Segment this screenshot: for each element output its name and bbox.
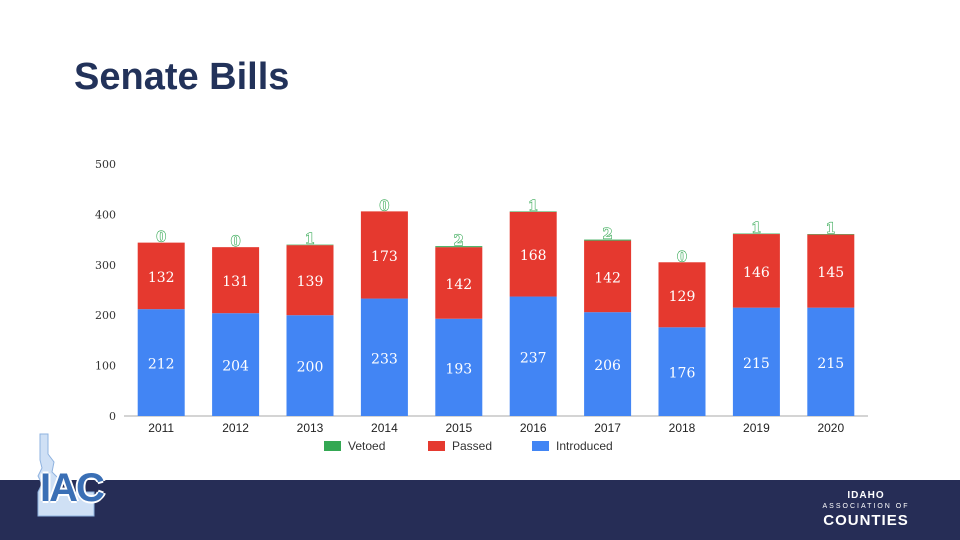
data-label-vetoed: 1 bbox=[305, 232, 315, 248]
data-label-vetoed: 2 bbox=[603, 227, 613, 243]
org-logo-line-2: ASSOCIATION OF bbox=[822, 503, 910, 510]
data-label-introduced: 176 bbox=[669, 366, 696, 382]
x-tick-label: 2013 bbox=[297, 421, 324, 435]
bar-introduced bbox=[212, 313, 260, 416]
bar-passed bbox=[732, 234, 780, 308]
bar-introduced bbox=[807, 307, 855, 416]
idaho-association-of-counties-logo: IDAHO ASSOCIATION OF COUNTIES bbox=[812, 490, 920, 529]
data-label-passed: 142 bbox=[594, 270, 621, 286]
bar-passed bbox=[807, 234, 855, 308]
legend-swatch-introduced bbox=[532, 441, 549, 451]
x-tick-label: 2018 bbox=[669, 421, 696, 435]
bar-passed bbox=[360, 211, 408, 299]
data-label-vetoed: 1 bbox=[752, 221, 762, 237]
iac-logo-text: IAC bbox=[40, 466, 105, 510]
data-label-passed: 129 bbox=[669, 289, 696, 305]
bar-passed bbox=[212, 247, 260, 314]
bar-introduced bbox=[732, 307, 780, 416]
x-tick-label: 2019 bbox=[743, 421, 770, 435]
x-tick-label: 2015 bbox=[445, 421, 472, 435]
org-logo-line-1: IDAHO bbox=[847, 490, 885, 501]
y-tick-label: 0 bbox=[109, 410, 116, 423]
data-label-introduced: 204 bbox=[222, 359, 249, 375]
bar-introduced bbox=[658, 327, 706, 416]
data-label-vetoed: 1 bbox=[528, 198, 538, 214]
footer-bar bbox=[0, 480, 960, 540]
data-label-introduced: 193 bbox=[445, 361, 472, 377]
data-label-passed: 131 bbox=[222, 274, 249, 290]
data-label-passed: 139 bbox=[297, 274, 324, 290]
data-label-introduced: 215 bbox=[817, 356, 844, 372]
legend-swatch-passed bbox=[428, 441, 445, 451]
legend-label-introduced: Introduced bbox=[556, 439, 613, 453]
data-label-passed: 142 bbox=[445, 277, 472, 293]
data-label-introduced: 237 bbox=[520, 350, 547, 366]
y-tick-label: 200 bbox=[95, 309, 116, 322]
bar-passed bbox=[435, 247, 483, 319]
y-tick-label: 300 bbox=[95, 259, 116, 272]
legend-label-passed: Passed bbox=[452, 439, 492, 453]
bar-introduced bbox=[286, 315, 334, 416]
bar-vetoed bbox=[435, 246, 483, 248]
y-tick-label: 500 bbox=[95, 158, 116, 171]
data-label-introduced: 233 bbox=[371, 351, 398, 367]
bar-passed bbox=[509, 211, 557, 297]
data-label-passed: 132 bbox=[148, 270, 175, 286]
bar-vetoed bbox=[509, 211, 557, 212]
data-label-vetoed: 0 bbox=[380, 198, 390, 214]
data-label-introduced: 212 bbox=[148, 357, 175, 373]
bar-vetoed bbox=[584, 239, 632, 241]
data-label-passed: 168 bbox=[520, 248, 547, 264]
bar-passed bbox=[137, 242, 185, 310]
x-tick-label: 2014 bbox=[371, 421, 398, 435]
data-label-vetoed: 2 bbox=[454, 233, 464, 249]
x-tick-label: 2020 bbox=[817, 421, 844, 435]
org-logo-line-3: COUNTIES bbox=[823, 512, 909, 529]
bar-vetoed bbox=[732, 233, 780, 235]
legend-label-vetoed: Vetoed bbox=[348, 439, 385, 453]
data-label-introduced: 200 bbox=[297, 360, 324, 376]
bar-introduced bbox=[509, 296, 557, 416]
idaho-state-outline-icon bbox=[37, 433, 95, 517]
x-tick-label: 2016 bbox=[520, 421, 547, 435]
bar-introduced bbox=[137, 309, 185, 416]
x-tick-label: 2017 bbox=[594, 421, 621, 435]
legend-swatch-vetoed bbox=[324, 441, 341, 451]
x-tick-label: 2011 bbox=[148, 421, 174, 435]
bar-vetoed bbox=[286, 244, 334, 246]
x-tick-label: 2012 bbox=[222, 421, 249, 435]
data-label-introduced: 206 bbox=[594, 358, 621, 374]
bar-introduced bbox=[584, 312, 632, 416]
data-label-passed: 173 bbox=[371, 249, 398, 265]
bar-introduced bbox=[360, 298, 408, 416]
data-label-introduced: 215 bbox=[743, 356, 770, 372]
y-tick-label: 100 bbox=[95, 360, 116, 373]
data-label-vetoed: 0 bbox=[677, 249, 687, 265]
slide-title: Senate Bills bbox=[74, 56, 290, 98]
bar-passed bbox=[584, 240, 632, 313]
data-label-vetoed: 0 bbox=[156, 230, 166, 246]
y-tick-label: 400 bbox=[95, 208, 116, 221]
bar-vetoed bbox=[807, 234, 855, 235]
bar-introduced bbox=[435, 318, 483, 416]
bar-passed bbox=[658, 262, 706, 328]
senate-bills-chart: 0100200300400500212132020112041310201220… bbox=[95, 158, 868, 453]
data-label-vetoed: 1 bbox=[826, 221, 836, 237]
bar-passed bbox=[286, 245, 334, 316]
data-label-passed: 146 bbox=[743, 265, 770, 281]
data-label-passed: 145 bbox=[817, 265, 844, 281]
data-label-vetoed: 0 bbox=[231, 234, 241, 250]
